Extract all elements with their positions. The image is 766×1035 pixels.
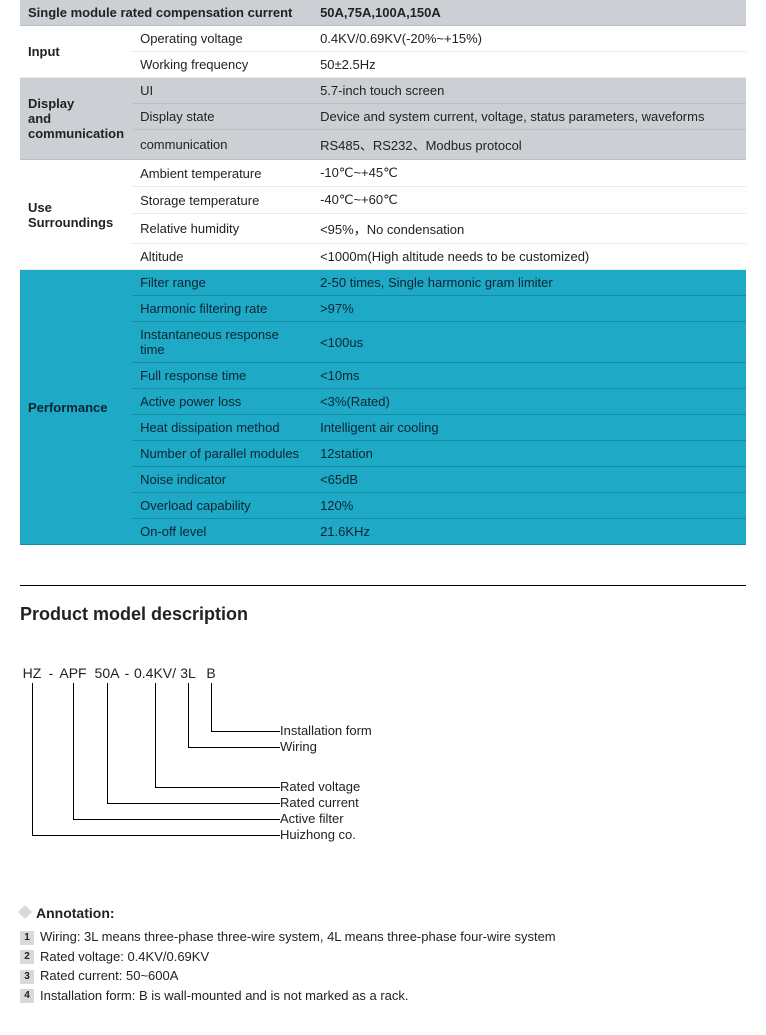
spec-label: Full response time [132,363,312,389]
spec-row: PerformanceFilter range2-50 times, Singl… [20,270,746,296]
model-part: HZ [20,665,44,681]
section-title: Product model description [20,604,746,625]
spec-value: 5.7-inch touch screen [312,78,746,104]
spec-label: Harmonic filtering rate [132,296,312,322]
model-part: - [122,665,132,681]
model-part: B [204,665,218,681]
diagram-hline [32,835,280,836]
spec-label: Noise indicator [132,467,312,493]
diagram-label: Active filter [280,811,344,826]
annotation-item: Wiring: 3L means three-phase three-wire … [20,927,746,947]
diagram-hline [107,803,280,804]
spec-row: UseSurroundingsAmbient temperature-10℃~+… [20,160,746,187]
diagram-vline [188,683,189,747]
spec-label: Heat dissipation method [132,415,312,441]
annotation-list: Wiring: 3L means three-phase three-wire … [20,927,746,1005]
spec-value: 0.4KV/0.69KV(-20%~+15%) [312,26,746,52]
diagram-vline [211,683,212,731]
spec-label: Storage temperature [132,187,312,214]
spec-value: <1000m(High altitude needs to be customi… [312,244,746,270]
spec-label: Display state [132,104,312,130]
spec-value: 2-50 times, Single harmonic gram limiter [312,270,746,296]
spec-header-row: Single module rated compensation current… [20,0,746,26]
spec-label: Overload capability [132,493,312,519]
spec-value: >97% [312,296,746,322]
spec-value: <10ms [312,363,746,389]
spec-header-label: Single module rated compensation current [20,0,312,26]
spec-value: 12station [312,441,746,467]
spec-label: Operating voltage [132,26,312,52]
spec-category: Input [20,26,132,78]
diagram-hline [73,819,280,820]
annotation-item: Rated current: 50~600A [20,966,746,986]
spec-label: Active power loss [132,389,312,415]
spec-category: UseSurroundings [20,160,132,270]
spec-label: Working frequency [132,52,312,78]
spec-value: 21.6KHz [312,519,746,545]
spec-label: UI [132,78,312,104]
spec-row: InputOperating voltage0.4KV/0.69KV(-20%~… [20,26,746,52]
spec-value: -40℃~+60℃ [312,187,746,214]
diagram-hline [211,731,280,732]
spec-value: -10℃~+45℃ [312,160,746,187]
diagram-vline [73,683,74,819]
spec-header-value: 50A,75A,100A,150A [312,0,746,26]
diagram-hline [188,747,280,748]
section-divider [20,585,746,586]
spec-value: <95%，No condensation [312,214,746,244]
model-part: 0.4KV/ [132,665,178,681]
diagram-label: Wiring [280,739,317,754]
spec-label: Ambient temperature [132,160,312,187]
spec-value: RS485、RS232、Modbus protocol [312,130,746,160]
annotation-heading: Annotation: [20,905,746,921]
diagram-label: Rated current [280,795,359,810]
model-part: 50A [92,665,122,681]
diagram-label: Installation form [280,723,372,738]
diagram-vline [32,683,33,835]
spec-value: <3%(Rated) [312,389,746,415]
spec-category: Performance [20,270,132,545]
diagram-hline [155,787,280,788]
spec-value: Intelligent air cooling [312,415,746,441]
spec-row: DisplayandcommunicationUI5.7-inch touch … [20,78,746,104]
diagram-label: Rated voltage [280,779,360,794]
spec-value: Device and system current, voltage, stat… [312,104,746,130]
spec-label: communication [132,130,312,160]
spec-category: Displayandcommunication [20,78,132,160]
spec-label: Number of parallel modules [132,441,312,467]
spec-value: 50±2.5Hz [312,52,746,78]
model-part: - [44,665,58,681]
spec-label: Altitude [132,244,312,270]
spec-label: Instantaneous response time [132,322,312,363]
annotation-item: Installation form: B is wall-mounted and… [20,986,746,1006]
diagram-label: Huizhong co. [280,827,356,842]
spec-label: Relative humidity [132,214,312,244]
spec-value: 120% [312,493,746,519]
model-diagram: HZ-APF50A-0.4KV/3LB Huizhong co.Active f… [20,665,746,865]
annotation-item: Rated voltage: 0.4KV/0.69KV [20,947,746,967]
spec-label: Filter range [132,270,312,296]
diagram-vline [155,683,156,787]
model-part: APF [58,665,88,681]
spec-value: <100us [312,322,746,363]
spec-table: Single module rated compensation current… [20,0,746,545]
spec-value: <65dB [312,467,746,493]
diagram-vline [107,683,108,803]
model-part: 3L [178,665,198,681]
spec-label: On-off level [132,519,312,545]
